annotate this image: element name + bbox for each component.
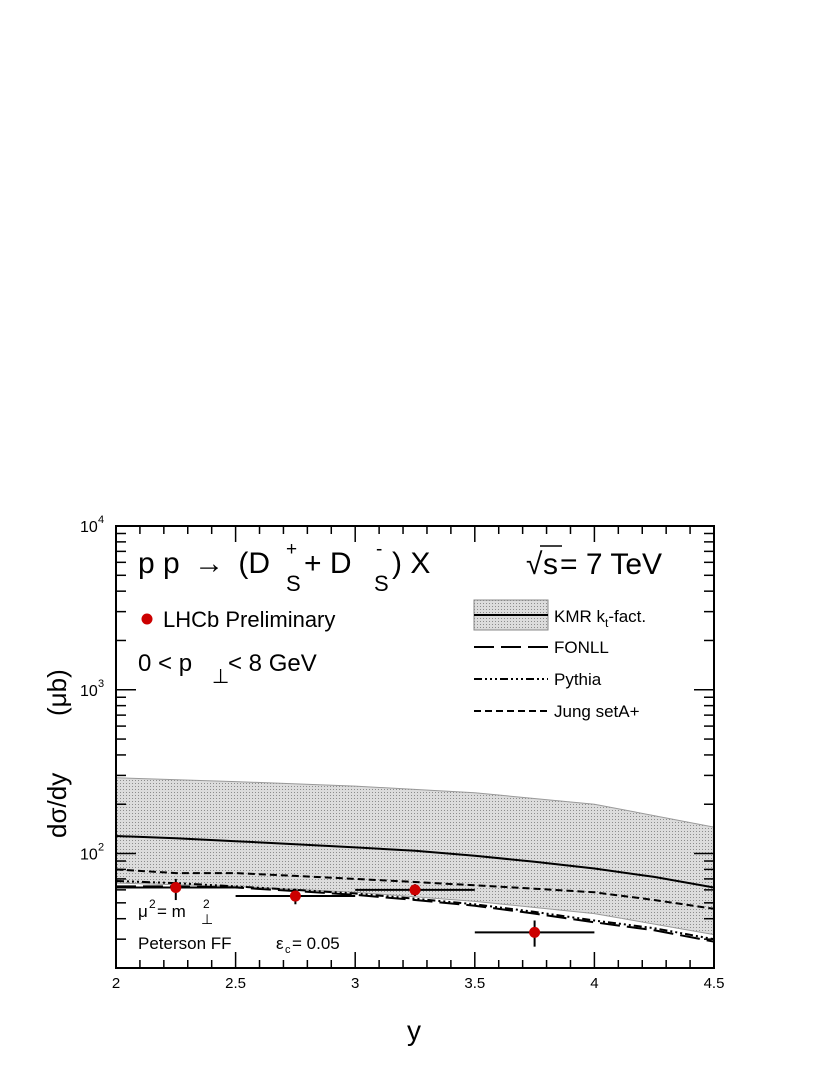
x-tick-label-0: 2: [112, 975, 120, 992]
series-line-2: [116, 880, 714, 941]
energy-rest: = 7 TeV: [560, 548, 662, 581]
data-point-1: [289, 890, 301, 902]
reaction-ds-sub2: S: [374, 571, 389, 596]
ff-eps: ε: [276, 934, 284, 953]
scale-m-sup: 2: [203, 897, 210, 911]
y-tick-label-exp-0: 2: [98, 842, 104, 854]
kmr-uncertainty-band: [116, 777, 714, 936]
kmr-band-area: [116, 777, 714, 936]
data-point-0: [170, 882, 182, 894]
x-tick-label-2: 3: [351, 975, 359, 992]
y-tick-label-2: 10: [80, 519, 98, 536]
y-tick-label-exp-2: 4: [98, 514, 104, 526]
lhcb-data-points: [116, 878, 595, 947]
pt-range-post: < 8 GeV: [228, 650, 317, 677]
x-tick-label-5: 4.5: [704, 975, 725, 992]
lhcb-legend-marker: [141, 613, 153, 625]
y-tick-label-0: 10: [80, 847, 98, 864]
legend-pythia-label: Pythia: [554, 670, 602, 689]
y-axis-title: dσ/dy: [42, 773, 72, 838]
pt-range-sub: ⊥: [212, 666, 229, 688]
scale-mu-sup: 2: [149, 897, 156, 911]
scale-mu: μ: [138, 902, 148, 921]
x-axis-title: y: [407, 1015, 421, 1046]
pt-range-label: 0 < p: [138, 650, 192, 677]
legend-kmr-label: KMR kt-fact.: [554, 607, 646, 630]
x-tick-label-4: 4: [590, 975, 598, 992]
ff-eps-sub: c: [285, 944, 291, 956]
energy-s: s: [543, 548, 558, 581]
y-tick-label-exp-1: 3: [98, 678, 104, 690]
reaction-ds-plus-sup: +: [286, 539, 297, 560]
reaction-mid: + D: [304, 547, 352, 580]
scale-eq: = m: [157, 902, 186, 921]
reaction-ds-minus-sup: -: [376, 539, 382, 560]
data-point-3: [529, 926, 541, 938]
ff-value: = 0.05: [292, 934, 340, 953]
ff-label: Peterson FF: [138, 934, 232, 953]
reaction-title: p p → (D: [138, 547, 270, 580]
x-tick-label-3: 3.5: [464, 975, 485, 992]
legend-fonll-label: FONLL: [554, 638, 609, 657]
plot-frame: [115, 525, 715, 969]
data-point-2: [409, 884, 421, 896]
series-line-0: [116, 835, 714, 889]
energy-root: √: [526, 548, 543, 581]
scale-m-sub: ⊥: [201, 911, 213, 927]
lhcb-legend-label: LHCb Preliminary: [163, 607, 335, 632]
x-tick-label-1: 2.5: [225, 975, 246, 992]
y-tick-label-1: 10: [80, 683, 98, 700]
legend-jung-label: Jung setA+: [554, 702, 640, 721]
y-axis-unit: (μb): [42, 669, 72, 716]
reaction-ds-sub1: S: [286, 571, 301, 596]
reaction-close: ) X: [392, 547, 430, 580]
series-line-3: [116, 868, 714, 910]
